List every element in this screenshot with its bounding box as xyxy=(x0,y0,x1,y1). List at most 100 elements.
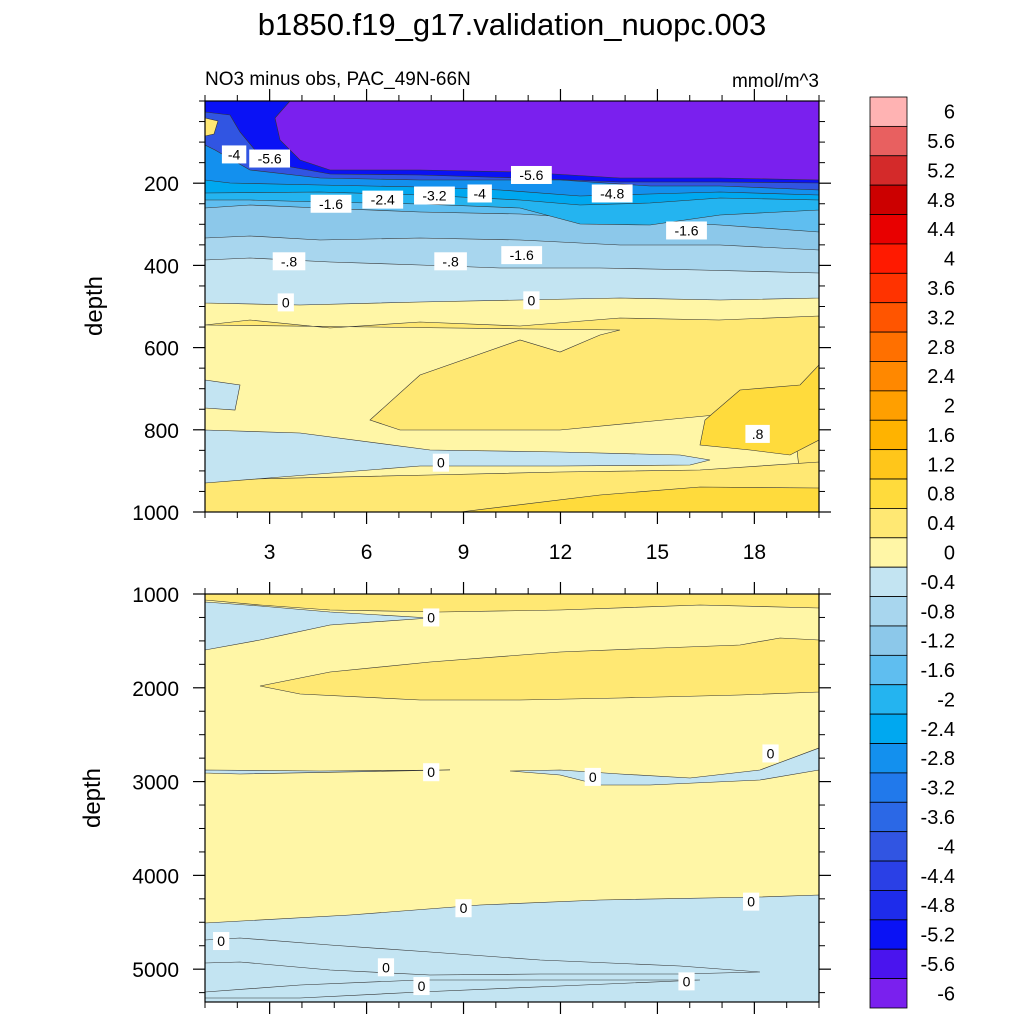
contour-label-text: 0 xyxy=(683,973,691,989)
contour-label-text: 0 xyxy=(382,959,390,975)
contour-label: 0 xyxy=(377,958,395,977)
colorbar-label: -3.6 xyxy=(921,807,955,829)
contour-label-text: -1.6 xyxy=(674,222,698,238)
contour-label-text: .8 xyxy=(752,426,764,442)
upper-contour-labels: -4 -5.6 -5.6 -4 -4.8 -3.2 -2.4 -1.6 -1.6 -1.6 -.8 -… xyxy=(221,145,770,472)
colorbar-label: -0.8 xyxy=(921,601,955,623)
colorbar-swatch xyxy=(869,743,908,774)
contour-label-box xyxy=(666,221,707,240)
contour-label: -5.6 xyxy=(510,165,552,184)
contour-label-box xyxy=(501,246,543,265)
colorbar-label: 3.6 xyxy=(927,278,955,300)
contour-label-text: 0 xyxy=(427,764,435,780)
y-tick-label: 2000 xyxy=(132,678,179,701)
contour-label-box xyxy=(510,165,552,184)
y-tick-label: 3000 xyxy=(132,772,179,795)
contour-label-text: 0 xyxy=(427,609,435,625)
contour-label-box xyxy=(678,972,695,991)
upper-y-axis-label: depth xyxy=(81,276,108,336)
colorbar-swatch xyxy=(869,272,908,304)
contour-label-box xyxy=(467,184,492,203)
x-tick-label: 6 xyxy=(361,541,373,564)
contour-label-box xyxy=(762,744,779,763)
contour-label-text: 0 xyxy=(282,294,290,310)
contour-label-text: 0 xyxy=(460,900,468,916)
contour-label: 0 xyxy=(762,744,779,763)
colorbar-label: -4.8 xyxy=(921,895,955,917)
colorbar: 6 5.6 5.2 4.8 4.4 4 3.6 3.2 2.8 2.4 2 1.6 1.2 0.8 0.4 0… xyxy=(869,96,955,1009)
contour-label: 0 xyxy=(213,932,230,951)
contour-label: -.8 xyxy=(272,252,306,271)
contour-label-text: -5.6 xyxy=(519,167,543,183)
y-tick-label: 1000 xyxy=(132,584,179,607)
colorbar-label: 2.8 xyxy=(927,337,955,359)
contour-label-text: -1.6 xyxy=(510,247,534,263)
colorbar-swatch xyxy=(869,831,908,862)
contour-label-text: -.8 xyxy=(442,253,459,269)
contour-label: -4 xyxy=(467,184,492,203)
contour-label-box xyxy=(423,763,440,782)
contour-label-box xyxy=(434,252,467,271)
lower-fill-pos-band xyxy=(259,637,819,701)
contour-label: -1.6 xyxy=(666,221,707,240)
contour-label: 0 xyxy=(423,608,440,627)
colorbar-swatch xyxy=(869,596,908,627)
upper-fill-neg10 xyxy=(274,101,819,181)
lower-y-axis-label: depth xyxy=(79,768,106,828)
lower-fill-neg-bottom xyxy=(205,894,819,1002)
lower-y-tick-labels: 1000 2000 3000 4000 5000 xyxy=(132,584,179,982)
lower-plot-area xyxy=(205,594,819,1002)
contour-label-text: 0 xyxy=(747,894,755,910)
colorbar-label: 3.2 xyxy=(927,307,955,329)
contour-label: 0 xyxy=(455,899,472,918)
units-label: mmol/m^3 xyxy=(732,71,819,92)
contour-label-box xyxy=(584,767,601,786)
colorbar-swatch xyxy=(869,449,908,480)
upper-fill-pos2-bottom xyxy=(459,486,819,512)
contour-label-text: -4 xyxy=(228,146,241,162)
colorbar-swatch xyxy=(869,978,908,1009)
y-tick-label: 4000 xyxy=(132,865,179,888)
contour-label: 0 xyxy=(423,763,440,782)
chart-subtitle: NO3 minus obs, PAC_49N-66N xyxy=(205,69,471,90)
colorbar-swatch xyxy=(869,331,908,362)
lower-panel: 1000 2000 3000 4000 5000 0 0 0 0 0 0 0 0 0 0 depth xyxy=(79,582,831,1014)
contour-label-text: 0 xyxy=(217,933,225,949)
colorbar-swatch xyxy=(869,948,908,980)
upper-axis-ticks xyxy=(193,89,831,524)
x-tick-label: 12 xyxy=(549,541,572,564)
colorbar-label: -5.2 xyxy=(921,925,955,947)
upper-fill-neg1-left xyxy=(205,379,241,411)
contour-label: -4 xyxy=(221,145,247,164)
contour-label: -.8 xyxy=(434,252,467,271)
upper-x-tick-labels: 3 6 9 12 15 18 xyxy=(264,541,766,564)
contour-label-text: -1.6 xyxy=(319,196,343,212)
colorbar-swatch xyxy=(869,125,908,157)
colorbar-swatch xyxy=(869,96,908,127)
colorbar-label: 0 xyxy=(944,543,955,565)
contour-label-text: -4.8 xyxy=(600,185,624,201)
contour-label-box xyxy=(272,252,306,271)
colorbar-swatch xyxy=(869,684,908,715)
colorbar-label: -0.4 xyxy=(921,572,955,594)
contour-label-box xyxy=(249,149,291,168)
colorbar-label: -5.6 xyxy=(921,954,955,976)
upper-fill-pos2-right xyxy=(699,364,819,456)
y-tick-label: 800 xyxy=(144,420,179,443)
colorbar-label: -1.6 xyxy=(921,660,955,682)
contour-label-box xyxy=(423,608,440,627)
colorbar-swatch xyxy=(869,243,908,274)
colorbar-swatch xyxy=(869,860,908,891)
contour-label: 0 xyxy=(432,453,450,472)
y-tick-label: 400 xyxy=(144,255,179,278)
lower-axis-ticks xyxy=(193,582,831,1014)
colorbar-label: -4.4 xyxy=(921,866,955,888)
contour-label: -4.8 xyxy=(591,184,633,203)
contour-label-box xyxy=(523,291,540,310)
chart-title: b1850.f19_g17.validation_nuopc.003 xyxy=(258,7,767,42)
contour-label-text: 0 xyxy=(589,769,597,785)
colorbar-swatch xyxy=(869,478,908,509)
colorbar-swatch xyxy=(869,361,908,392)
colorbar-label: 5.6 xyxy=(927,131,955,153)
